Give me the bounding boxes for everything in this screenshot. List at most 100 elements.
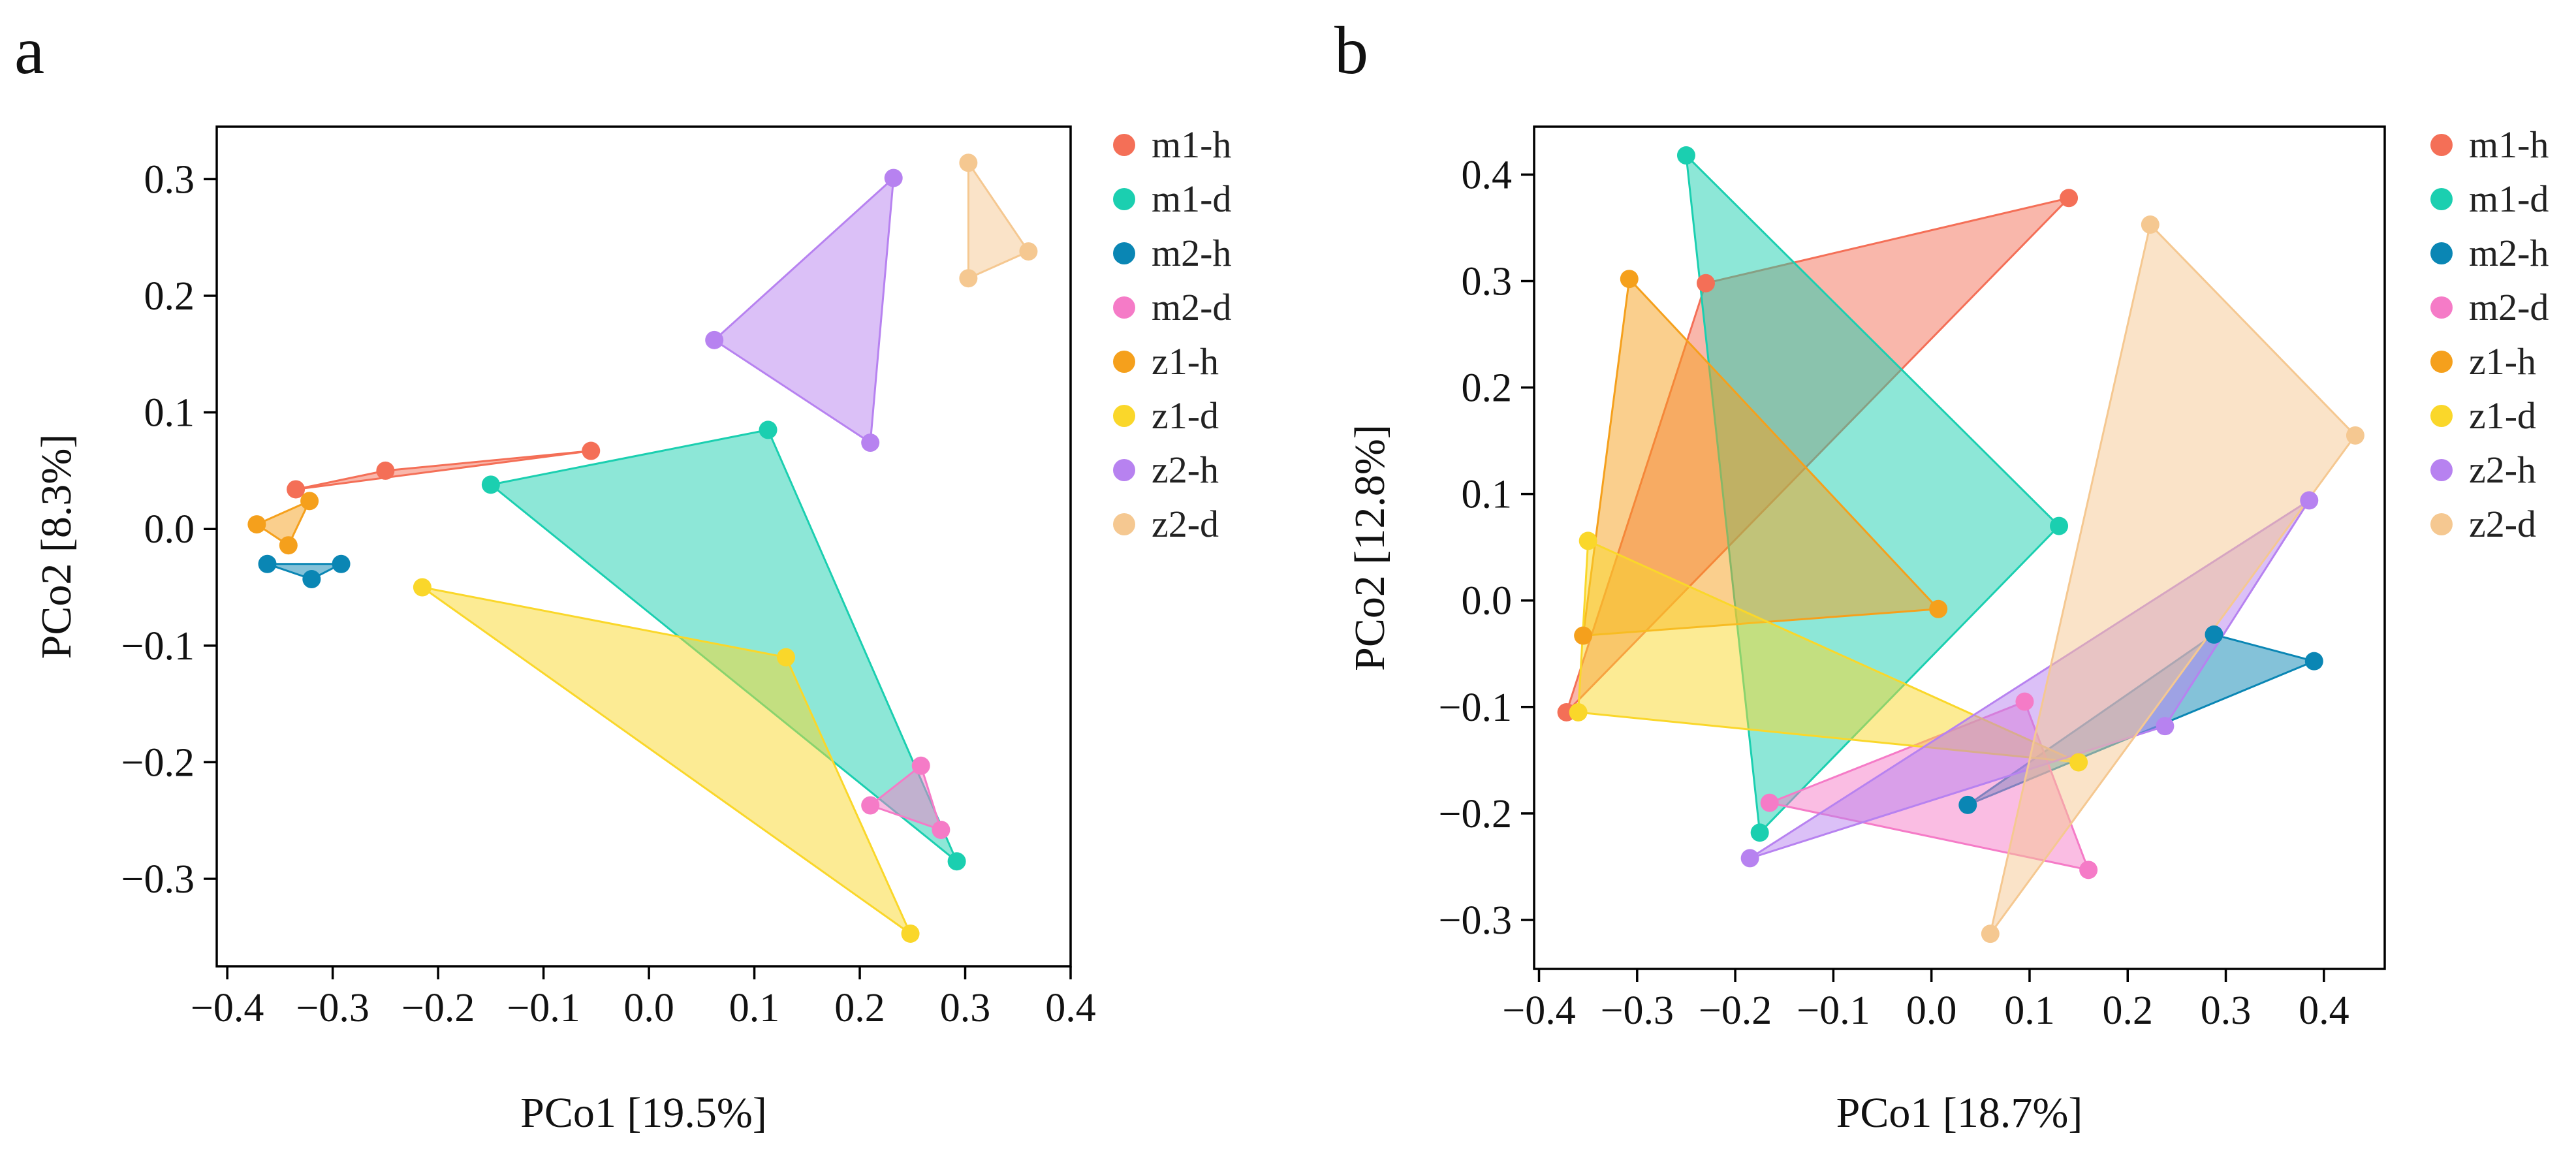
legend-label-z1-h: z1-h <box>1152 340 1219 383</box>
legend-swatch-z2-d <box>1113 513 1135 535</box>
x-tick-label: −0.4 <box>191 986 264 1030</box>
x-tick-label: 0.1 <box>729 986 780 1030</box>
y-tick-label: 0.0 <box>1462 579 1513 624</box>
point-m2-h-2 <box>302 570 321 589</box>
x-tick-label: −0.2 <box>401 986 475 1030</box>
point-z2-h-3 <box>884 168 903 187</box>
y-tick-label: 0.4 <box>1462 153 1513 197</box>
x-tick-label: −0.1 <box>1797 989 1870 1033</box>
point-z2-h-2 <box>2156 717 2175 736</box>
point-z1-d-2 <box>1569 703 1588 721</box>
y-tick-label: 0.3 <box>144 157 195 202</box>
point-z2-d-1 <box>2141 215 2160 234</box>
legend: m1-h m1-d m2-h m2-d z1-h z1-d z2-h z2-d <box>2430 123 2549 545</box>
legend-swatch-z2-h <box>1113 459 1135 481</box>
x-tick-label: −0.2 <box>1699 989 1772 1033</box>
point-m1-d-3 <box>947 852 966 871</box>
point-z1-d-1 <box>1579 531 1597 550</box>
y-tick-label: 0.0 <box>144 507 195 552</box>
point-m1-d-2 <box>2050 516 2069 535</box>
point-z1-h-2 <box>279 536 298 555</box>
point-z2-d-2 <box>959 269 978 288</box>
legend-swatch-z1-h <box>2430 351 2453 373</box>
point-m1-d-1 <box>1676 146 1695 165</box>
x-tick-label: 0.2 <box>834 986 885 1030</box>
legend-swatch-m1-d <box>2430 188 2453 210</box>
point-m1-d-2 <box>759 420 778 439</box>
legend-swatch-z2-h <box>2430 459 2453 481</box>
legend-swatch-z1-d <box>1113 405 1135 427</box>
point-z2-h-3 <box>2300 491 2319 510</box>
legend-swatch-z2-d <box>2430 513 2453 535</box>
point-m2-d-3 <box>2079 861 2098 879</box>
panel-letter: b <box>1334 13 1368 88</box>
legend-swatch-m2-d <box>2430 296 2453 319</box>
x-tick-label: 0.4 <box>1045 986 1096 1030</box>
point-z2-d-2 <box>2346 426 2364 445</box>
point-z1-d-2 <box>777 648 795 667</box>
y-axis-title: PCo2 [12.8%] <box>1346 424 1394 671</box>
plot-frame <box>215 125 1072 968</box>
legend-swatch-z1-d <box>2430 405 2453 427</box>
data-layer <box>1557 146 2364 943</box>
x-tick-label: −0.4 <box>1502 989 1575 1033</box>
panel-b: b −0.4 −0.3 −0.2 −0.1 0.0 0.1 0.2 0.3 0.4 −0.3 −0.2… <box>1334 13 2549 1137</box>
legend-swatch-m1-h <box>2430 134 2453 156</box>
legend-label-m2-d: m2-d <box>1152 286 1231 328</box>
point-m2-h-3 <box>332 554 351 573</box>
point-z2-d-1 <box>959 153 978 172</box>
point-z2-h-1 <box>1740 849 1759 868</box>
y-tick-label: −0.2 <box>1439 792 1512 836</box>
legend-swatch-m2-d <box>1113 296 1135 319</box>
y-tick-label: −0.1 <box>1439 686 1512 730</box>
y-axis: −0.3 −0.2 −0.1 0.0 0.1 0.2 0.3 0.4 <box>1439 153 1534 943</box>
y-tick-label: 0.2 <box>1462 366 1513 411</box>
legend-label-m1-d: m1-d <box>2469 178 2549 220</box>
point-m2-h-1 <box>1958 795 1977 814</box>
legend-swatch-m2-h <box>2430 242 2453 264</box>
hull-z1-h <box>255 499 311 546</box>
hull-z2-h <box>713 177 895 444</box>
x-tick-label: 0.1 <box>2004 989 2055 1033</box>
legend-label-z2-d: z2-d <box>2469 503 2536 545</box>
point-m2-h-2 <box>2205 625 2223 644</box>
legend-label-z2-h: z2-h <box>2469 449 2536 491</box>
panel-a: a −0.4 −0.3 −0.2 −0.1 0.0 0.1 0.2 0.3 0.4 −0.3 −0.2… <box>14 13 1231 1137</box>
legend-label-m1-h: m1-h <box>1152 123 1231 166</box>
hull-z2-d <box>1989 223 2357 935</box>
point-z2-d-3 <box>1981 925 2000 943</box>
point-z2-h-2 <box>861 434 880 452</box>
hull-m2-h <box>266 563 342 580</box>
x-axis: −0.4 −0.3 −0.2 −0.1 0.0 0.1 0.2 0.3 0.4 <box>1502 969 2349 1033</box>
point-m1-h-3 <box>2060 189 2079 208</box>
point-m2-d-2 <box>2015 692 2034 711</box>
y-tick-label: 0.1 <box>144 391 195 435</box>
legend: m1-h m1-d m2-h m2-d z1-h z1-d z2-h z2-d <box>1113 123 1231 545</box>
point-m1-h-2 <box>1697 274 1716 293</box>
point-m1-d-3 <box>1750 823 1769 842</box>
legend-label-m2-h: m2-h <box>2469 232 2549 274</box>
x-axis-title: PCo1 [19.5%] <box>520 1089 767 1137</box>
point-m1-d-1 <box>481 475 500 494</box>
point-z2-d-3 <box>1019 242 1038 261</box>
hull-z2-d <box>967 161 1029 279</box>
point-z1-h-2 <box>1574 626 1593 645</box>
x-axis: −0.4 −0.3 −0.2 −0.1 0.0 0.1 0.2 0.3 0.4 <box>191 966 1096 1030</box>
point-z2-h-1 <box>705 330 724 349</box>
x-tick-label: 0.0 <box>1906 989 1957 1033</box>
point-m1-h-1 <box>287 480 306 499</box>
y-axis: −0.3 −0.2 −0.1 0.0 0.1 0.2 0.3 <box>121 157 217 902</box>
x-tick-label: 0.0 <box>623 986 674 1030</box>
point-z1-h-1 <box>247 515 266 534</box>
point-z1-h-1 <box>1620 270 1639 289</box>
x-tick-label: 0.2 <box>2102 989 2153 1033</box>
data-layer <box>247 153 1038 943</box>
legend-label-m1-h: m1-h <box>2469 123 2549 166</box>
hull-z1-d <box>421 586 911 935</box>
legend-swatch-m2-h <box>1113 242 1135 264</box>
point-m2-h-3 <box>2304 652 2323 671</box>
legend-label-m1-d: m1-d <box>1152 178 1231 220</box>
hull-z2-h <box>1749 499 2310 859</box>
